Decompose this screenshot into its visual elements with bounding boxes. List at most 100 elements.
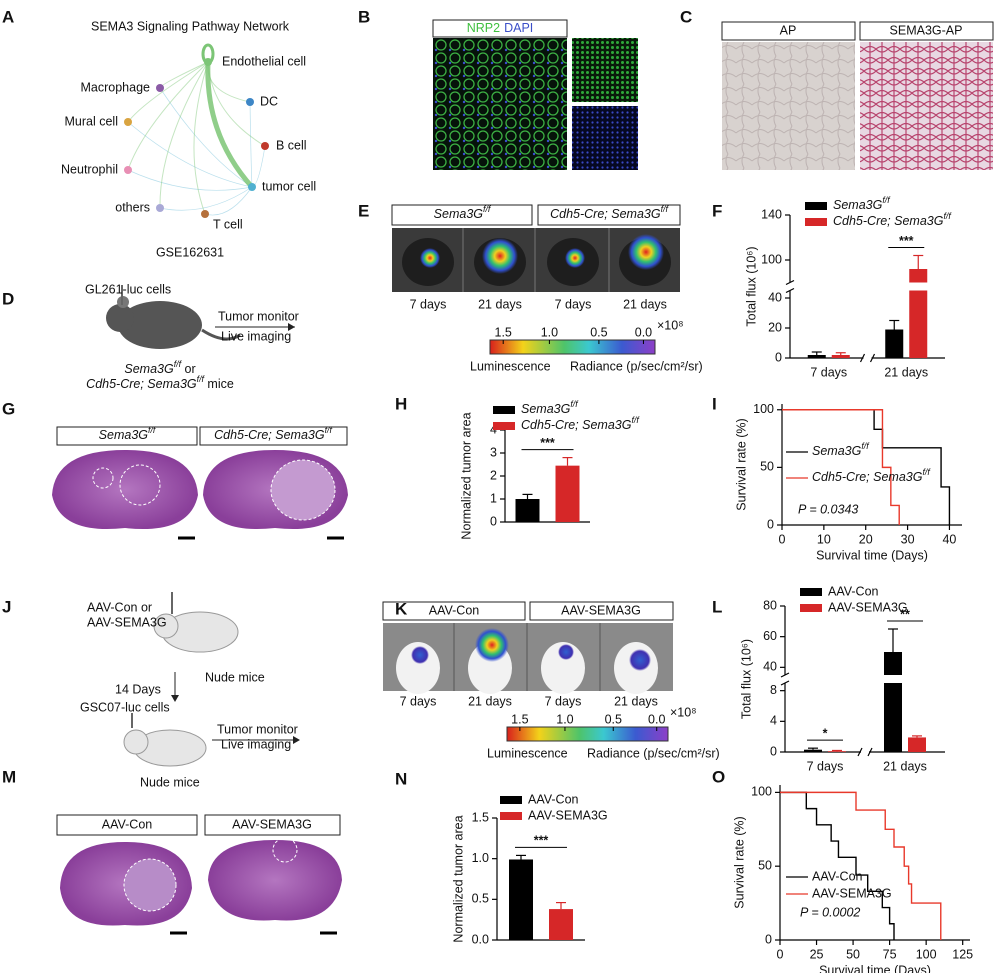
name-sup: f/f (483, 204, 492, 214)
mouse-illustration (123, 592, 300, 767)
y-tick-label: 1 (490, 491, 497, 505)
network-edge (127, 61, 209, 171)
image-header (204, 814, 341, 836)
x-tick-label: 0 (777, 947, 784, 961)
legend-swatch (493, 422, 515, 430)
legend-swatch (805, 218, 827, 226)
axis-break (857, 747, 863, 757)
x-tick-label: 40 (942, 532, 956, 546)
significance-label: ** (900, 607, 910, 621)
micrograph (572, 106, 638, 170)
network-node (201, 210, 209, 218)
legend-label: AAV-Con (528, 792, 579, 806)
x-tick-label: 20 (859, 532, 873, 546)
image-panel-c (721, 21, 994, 170)
name-sup: f/f (861, 441, 870, 451)
cells-label: GSC07-luc cells (80, 700, 170, 714)
node-label: T cell (213, 217, 243, 231)
name-part: Cdh5-Cre; Sema3G (812, 470, 923, 484)
panel-letter: C (680, 7, 692, 26)
network-edge (249, 101, 253, 188)
name-label: Cdh5-Cre; Sema3Gf/f (521, 415, 640, 432)
axis-break (780, 680, 790, 686)
bar (884, 652, 902, 675)
colorbar-tick-label: 1.0 (541, 325, 558, 339)
micrograph (722, 42, 855, 170)
y-tick-label: 8 (770, 683, 777, 697)
day-label: 21 days (614, 694, 658, 708)
panel-letter: D (2, 289, 14, 308)
y-tick-label: 50 (758, 858, 772, 872)
image-header-label: SEMA3G-AP (890, 23, 963, 37)
network-edge (159, 186, 253, 211)
y-tick-label: 80 (763, 598, 777, 612)
network-node (156, 84, 164, 92)
step-label: Live imaging (221, 737, 291, 751)
network-edge (127, 121, 253, 188)
histology-panel-m (56, 814, 342, 935)
name-label: Sema3Gf/f (833, 195, 891, 212)
bar (804, 749, 822, 752)
name-label: Cdh5-Cre; Sema3Gf/f (550, 204, 669, 221)
x-axis-label: Survival time (Days) (816, 548, 928, 562)
name-sup: f/f (882, 195, 891, 205)
node-label: Mural cell (65, 114, 119, 128)
y-tick-label: 100 (753, 402, 774, 416)
y-tick-label: 40 (768, 290, 782, 304)
network-title: SEMA3 Signaling Pathway Network (91, 19, 290, 33)
y-tick-label: 0.5 (472, 892, 489, 906)
bar (549, 909, 573, 940)
panel-letter: N (395, 769, 407, 788)
x-tick-label: 10 (817, 532, 831, 546)
colorbar-tick-label: 1.5 (495, 325, 512, 339)
x-tick-label: 25 (810, 947, 824, 961)
image-header (56, 814, 198, 836)
colorbar-tick-label: 0.5 (605, 712, 622, 726)
name-label: Cdh5-Cre; Sema3Gf/f (833, 211, 952, 228)
x-tick-label: 75 (883, 947, 897, 961)
network-edge (127, 169, 253, 191)
bar (909, 290, 928, 358)
image-header (56, 426, 198, 446)
y-tick-label: 1.5 (472, 810, 489, 824)
stain-label: NRP2 (467, 21, 500, 35)
x-tick-label: 30 (901, 532, 915, 546)
histology-panel-g (52, 426, 348, 540)
name-label: Sema3Gf/f (521, 399, 579, 416)
y-axis-label: Normalized tumor area (451, 815, 465, 942)
name-part: Cdh5-Cre; Sema3G (833, 214, 944, 228)
x-tick-label: 7 days (810, 365, 847, 379)
micrograph (433, 38, 567, 170)
colorbar-label: Radiance (p/sec/cm²/sr) (570, 359, 703, 373)
axis-break (785, 279, 795, 286)
panel-letter: K (395, 599, 408, 618)
cells-label: GL261-luc cells (85, 282, 171, 296)
y-tick-label: 100 (761, 252, 782, 266)
legend-swatch (800, 604, 822, 612)
x-tick-label: 21 days (884, 365, 928, 379)
legend-swatch (500, 812, 522, 820)
name-label: Sema3Gf/f or (124, 359, 195, 376)
day-label: 21 days (623, 297, 667, 311)
name-sup: f/f (325, 425, 334, 435)
network-edge (193, 61, 209, 215)
colorbar-tick-label: 1.0 (556, 712, 573, 726)
name-suffix: or (181, 362, 196, 376)
name-label: Cdh5-Cre; Sema3Gf/f mice (86, 374, 234, 391)
y-axis-label: Total flux (10⁶) (739, 639, 753, 719)
bar (908, 737, 926, 752)
network-caption: GSE162631 (156, 245, 224, 259)
colorbar-tick-label: 1.5 (511, 712, 528, 726)
day-label: 21 days (468, 694, 512, 708)
x-tick-label: 50 (846, 947, 860, 961)
bar (828, 751, 846, 752)
y-tick-label: 100 (751, 785, 772, 799)
name-part: Sema3G (812, 444, 862, 458)
name-label: Sema3Gf/f (812, 441, 870, 458)
node-label: DC (260, 94, 278, 108)
image-panel-b (432, 19, 638, 170)
bar (807, 355, 826, 358)
name-part: Sema3G (124, 362, 174, 376)
image-header-label: AAV-Con (429, 603, 480, 617)
name-suffix: mice (204, 377, 234, 391)
